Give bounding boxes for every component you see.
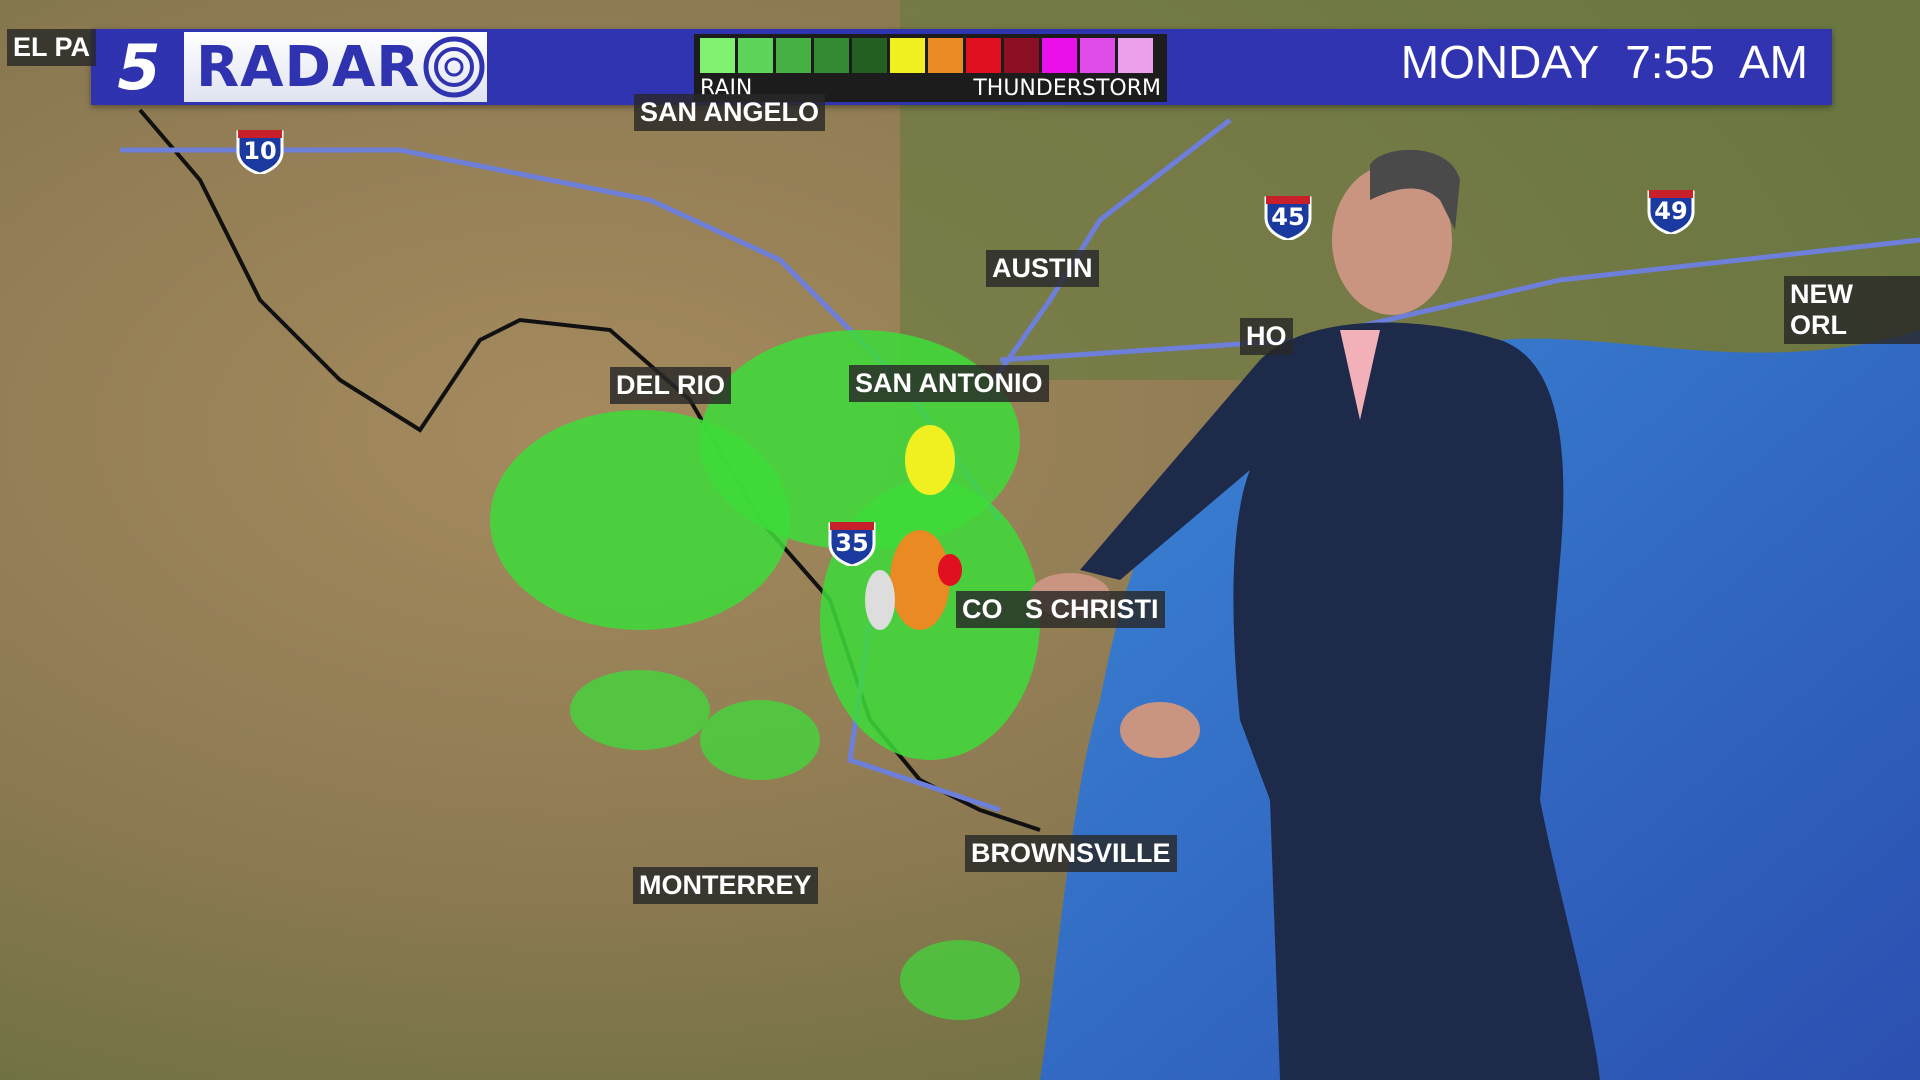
- header-bar: 5 RADAR RAIN THUNDERSTORM MONDAY 7:55 AM: [91, 29, 1832, 105]
- station-logo: 5 RADAR: [91, 29, 490, 105]
- city-label: AUSTIN: [986, 250, 1099, 287]
- city-label: BROWNSVILLE: [965, 835, 1177, 872]
- legend-swatch: [1004, 38, 1039, 73]
- interstate-shield: 45: [1263, 190, 1313, 242]
- city-label: DEL RIO: [610, 367, 732, 404]
- city-label: SAN ANGELO: [634, 94, 826, 131]
- legend-swatch: [1042, 38, 1077, 73]
- city-label: MONTERREY: [633, 867, 818, 904]
- day-time: MONDAY 7:55 AM: [1400, 36, 1808, 88]
- interstate-shield: 49: [1646, 184, 1696, 236]
- legend-swatch: [814, 38, 849, 73]
- legend-swatch: [966, 38, 1001, 73]
- border-line: [138, 108, 1041, 832]
- city-label: EL PA: [7, 29, 97, 66]
- radar-swirl-icon: [423, 36, 485, 98]
- legend-swatch: [700, 38, 735, 73]
- legend-swatch: [776, 38, 811, 73]
- legend-swatch: [738, 38, 773, 73]
- precipitation-legend: RAIN THUNDERSTORM: [694, 34, 1167, 102]
- meteorologist: [1030, 149, 1600, 1080]
- logo-number: 5: [94, 31, 184, 104]
- interstate-shield: 35: [827, 516, 877, 568]
- interstate-shield: 10: [235, 124, 285, 176]
- legend-swatch: [1118, 38, 1153, 73]
- legend-swatch: [928, 38, 963, 73]
- city-label: CO S CHRISTI: [956, 591, 1165, 628]
- legend-swatch: [852, 38, 887, 73]
- legend-swatch: [890, 38, 925, 73]
- city-label: NEW ORL: [1784, 276, 1920, 344]
- city-label: SAN ANTONIO: [849, 365, 1049, 402]
- legend-swatch: [1080, 38, 1115, 73]
- legend-high-label: THUNDERSTORM: [973, 76, 1161, 101]
- city-label: HO: [1240, 318, 1293, 355]
- logo-text: RADAR: [196, 34, 421, 100]
